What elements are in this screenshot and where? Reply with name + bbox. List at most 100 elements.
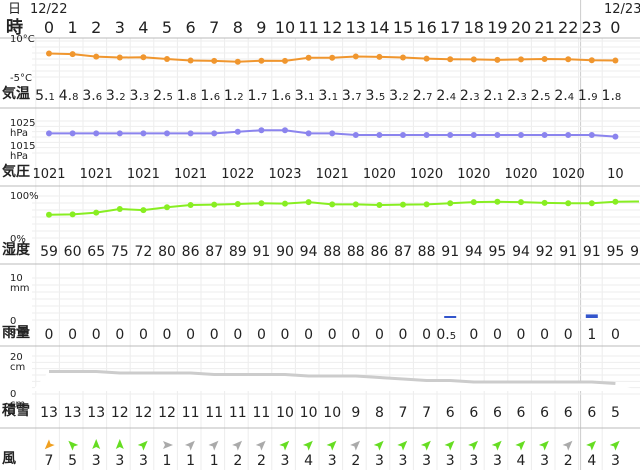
pressure-value-label: 1021 [80,167,113,182]
humidity-data-point [518,199,524,206]
temp-data-point [187,57,194,64]
pressure-value-label: 1022 [221,167,254,182]
hour-tick-label: 7 [209,18,219,37]
temp-data-point [376,53,383,60]
temp-axis-bottom-label: -5°C [10,73,32,84]
humidity-panel: 100% 0%湿度 59 60 65 75 72 80 86 87 89 91 90 94 88 88 86 87… [0,191,640,265]
wind-value-label: 4 [517,453,526,469]
humidity-data-point [329,201,336,208]
humidity-data-point [187,202,194,209]
snow-value-label: 9 [351,405,360,421]
rain-value-label: 0 [328,327,337,343]
humidity-value-label: 91 [559,244,577,260]
humidity-value-label: 96 [630,244,640,260]
hour-tick-label: 15 [393,18,413,37]
humidity-data-point [282,200,288,207]
humidity-data-point [376,202,383,209]
wind-arrow-icon [468,440,479,451]
snow-value-label: 12 [134,405,152,421]
pressure-data-point [423,132,430,138]
wind-value-label: 7 [45,453,54,469]
snow-value-label: 10 [323,405,341,421]
temp-value-label: 2.5 [531,88,551,104]
pressure-axis-top-unit: hPa [10,128,28,139]
humidity-value-label: 95 [488,244,506,260]
hour-label: 時 [6,17,23,38]
temp-panel: 10°C-5°C気温 5.1 4.8 3.6 3.2 3.3 2.5 1.8 1.6 1.2 1.7… [0,34,640,109]
humidity-axis-bottom-label: 0% [10,234,26,245]
background-layer [35,0,603,470]
wind-arrow-icon [515,440,526,451]
pressure-data-point [541,132,548,138]
rain-value-label: 0 [304,327,313,343]
wind-value-label: 5 [68,453,77,469]
humidity-value-label: 88 [418,244,436,260]
snow-value-label: 6 [540,405,549,421]
rain-value-label: 0 [163,327,172,343]
snow-panel-label: 積雪 [1,402,30,419]
snow-value-label: 10 [300,405,318,421]
temp-value-label: 2.3 [460,88,480,104]
humidity-data-point [258,200,265,207]
humidity-data-point [305,199,312,206]
humidity-value-label: 95 [606,244,624,260]
snow-series-line [49,370,616,385]
pressure-data-point [258,127,265,134]
temp-data-point [447,56,454,63]
rain-value-label: 0 [233,327,242,343]
wind-value-label: 4 [587,453,596,469]
snow-value-label: 12 [158,405,176,421]
hour-tick-label: 23 [582,18,602,37]
pressure-data-point [565,132,572,138]
wind-panel-label: 風 [2,451,16,467]
humidity-data-point [494,198,501,205]
temp-data-point [258,57,265,64]
rain-value-label: 0 [210,327,219,343]
day-label: 日 [8,2,21,17]
pressure-data-point [140,130,147,137]
humidity-value-label: 75 [111,244,129,260]
wind-arrow-icon [232,440,243,451]
rain-panel-label: 雨量 [2,325,30,341]
snow-value-label: 13 [64,405,82,421]
wind-value-label: 3 [328,453,337,469]
temp-value-label: 2.4 [554,88,574,104]
humidity-data-point [116,206,123,212]
pressure-data-point [305,130,312,137]
hour-tick-label: 3 [115,18,125,37]
humidity-value-label: 92 [536,244,554,260]
rain-value-label: 0 [281,327,290,343]
wind-arrow-icon [350,440,361,451]
temp-data-point [541,56,548,62]
snow-value-label: 6 [469,405,478,421]
wind-value-label: 3 [115,453,124,469]
wind-arrow-icon [184,440,195,451]
snow-value-label: 6 [446,405,455,421]
snow-value-label: 7 [399,405,408,421]
snow-value-label: 10 [276,405,294,421]
hour-tick-label: 21 [534,18,554,37]
pressure-data-point [352,132,359,138]
rain-value-label: 0 [257,327,266,343]
panels-layer: 10°C-5°C気温 5.1 4.8 3.6 3.2 3.3 2.5 1.8 1.6 1.2 1.7… [0,34,640,469]
temp-data-point [140,54,147,61]
temp-value-label: 3.2 [106,88,126,104]
pressure-data-point [400,132,406,138]
pressure-data-point [518,132,524,138]
rain-value-label: 0 [186,327,195,343]
wind-arrow-icon [115,439,124,449]
wind-value-label: 3 [399,453,408,469]
temp-data-point [588,57,595,64]
wind-arrow-icon [538,440,549,451]
humidity-data-point [69,211,76,218]
temp-data-point [518,56,524,63]
hour-tick-label: 6 [186,18,196,37]
pressure-data-point [282,127,288,134]
pressure-data-point [329,130,336,137]
wind-value-label: 2 [564,453,573,469]
temp-value-label: 1.8 [602,88,622,104]
wind-arrow-icon [208,440,219,451]
temp-data-point [234,58,241,65]
pressure-value-label: 1021 [127,167,160,182]
